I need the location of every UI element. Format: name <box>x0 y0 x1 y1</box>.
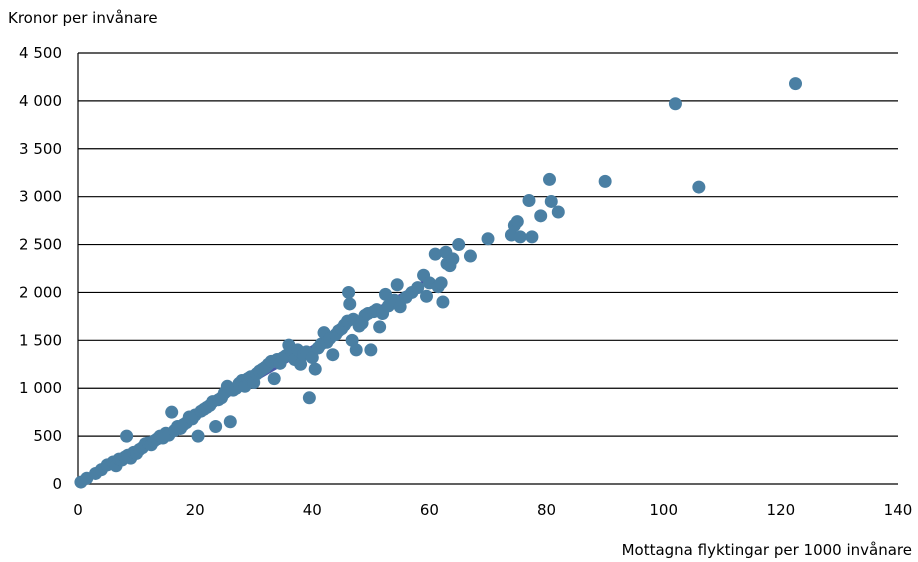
data-point <box>120 429 134 443</box>
data-point <box>544 194 558 208</box>
data-point <box>789 77 802 91</box>
x-tick-label: 0 <box>73 501 83 519</box>
x-tick-labels: 0 20 40 60 80 100 120 140 <box>73 501 912 519</box>
y-tick-label: 1 500 <box>19 331 62 349</box>
data-point <box>452 238 466 252</box>
data-point <box>668 97 682 111</box>
x-tick-label: 20 <box>186 501 205 519</box>
data-point <box>342 285 356 299</box>
data-points <box>74 77 802 489</box>
x-tick-label: 140 <box>884 501 913 519</box>
data-point <box>436 295 450 309</box>
y-tick-label: 500 <box>33 427 62 445</box>
data-point <box>446 252 460 266</box>
data-point <box>267 372 281 386</box>
data-point <box>326 348 340 362</box>
data-point <box>223 415 237 429</box>
data-point <box>551 205 565 219</box>
y-tick-label: 0 <box>52 475 62 493</box>
y-tick-label: 2 500 <box>19 236 62 254</box>
data-point <box>305 351 319 365</box>
x-axis-title: Mottagna flyktingar per 1000 invånare <box>621 541 912 559</box>
y-axis-title: Kronor per invånare <box>8 9 158 27</box>
data-point <box>390 278 404 292</box>
data-point <box>302 391 316 405</box>
y-tick-labels: 0 500 1 000 1 500 2 000 2 500 3 000 3 500 4 000 4… <box>19 44 62 493</box>
y-tick-label: 1 000 <box>19 379 62 397</box>
data-point <box>463 249 477 263</box>
data-point <box>349 343 363 357</box>
data-point <box>393 300 407 314</box>
y-tick-label: 3 500 <box>19 140 62 158</box>
data-point <box>411 281 425 295</box>
x-tick-label: 80 <box>537 501 556 519</box>
data-point <box>692 180 706 194</box>
data-point <box>434 276 448 290</box>
data-point <box>481 232 495 246</box>
x-tick-label: 120 <box>767 501 796 519</box>
data-point <box>522 193 536 207</box>
x-tick-label: 100 <box>649 501 678 519</box>
data-point <box>209 420 223 434</box>
data-point <box>364 343 378 357</box>
data-point <box>543 172 556 186</box>
data-point <box>598 174 612 188</box>
x-tick-label: 60 <box>420 501 439 519</box>
data-point <box>513 230 527 244</box>
data-point <box>428 247 442 261</box>
data-point <box>165 405 179 419</box>
y-tick-label: 4 000 <box>19 92 62 110</box>
data-point <box>420 289 433 303</box>
data-point <box>525 230 539 244</box>
y-tick-label: 4 500 <box>19 44 62 62</box>
x-tick-label: 40 <box>303 501 322 519</box>
y-tick-label: 3 000 <box>19 188 62 206</box>
data-point <box>373 320 387 334</box>
data-point <box>534 209 548 223</box>
data-point <box>510 215 524 229</box>
data-point <box>308 362 322 376</box>
y-tick-label: 2 000 <box>19 283 62 301</box>
grid-lines <box>77 52 898 485</box>
data-point <box>191 429 205 443</box>
data-point <box>343 297 357 311</box>
